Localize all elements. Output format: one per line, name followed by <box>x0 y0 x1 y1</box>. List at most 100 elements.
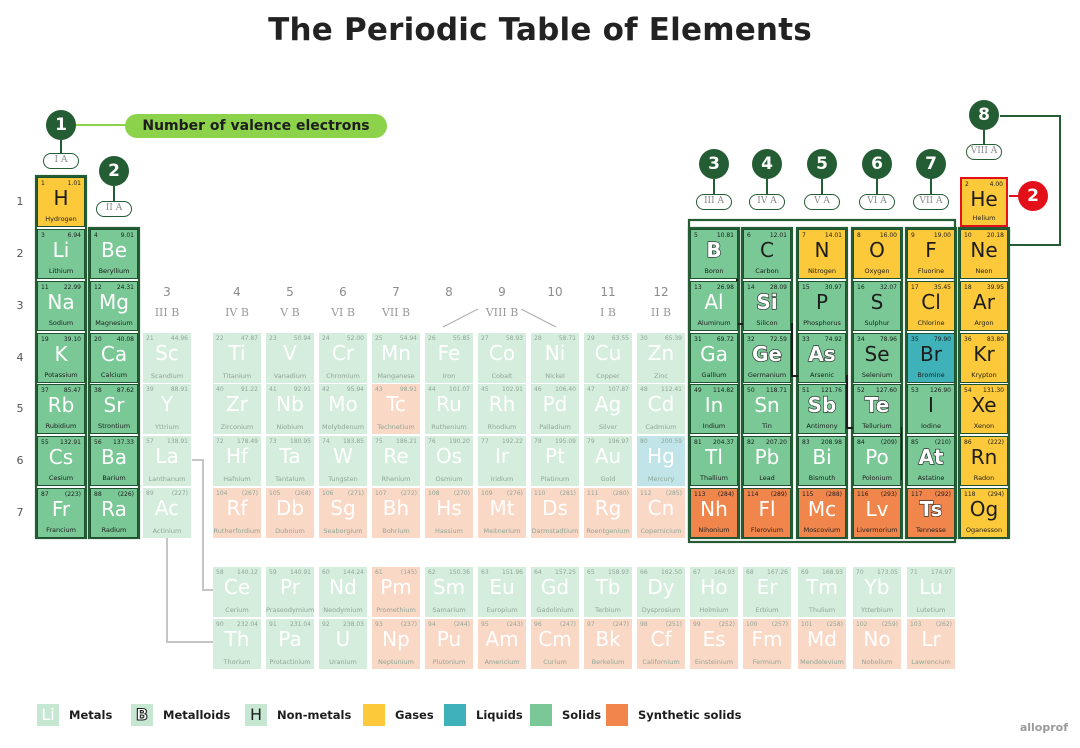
element-cell-fe[interactable]: 26 55.85 Fe Iron <box>425 333 473 383</box>
element-cell-os[interactable]: 76 190.20 Os Osmium <box>425 436 473 486</box>
element-cell-cl[interactable]: 17 35.45 Cl Chlorine <box>907 281 955 331</box>
element-cell-lr[interactable]: 103 (262) Lr Lawrencium <box>907 619 955 669</box>
element-cell-am[interactable]: 95 (243) Am Americium <box>478 619 526 669</box>
element-cell-li[interactable]: 3 6.94 Li Lithium <box>37 229 85 279</box>
element-cell-hg[interactable]: 80 200.59 Hg Mercury <box>637 436 685 486</box>
element-cell-mg[interactable]: 12 24.31 Mg Magnesium <box>90 281 138 331</box>
element-cell-sg[interactable]: 106 (271) Sg Seaborgium <box>319 488 367 538</box>
element-cell-v[interactable]: 23 50.94 V Vanadium <box>266 333 314 383</box>
element-cell-pr[interactable]: 59 140.91 Pr Praseodymium <box>266 567 314 617</box>
element-cell-eu[interactable]: 63 151.96 Eu Europium <box>478 567 526 617</box>
element-cell-se[interactable]: 34 78.96 Se Selenium <box>853 333 901 383</box>
element-cell-no[interactable]: 102 (259) No Nobelium <box>853 619 901 669</box>
element-cell-si[interactable]: 14 28.09 Si Silicon <box>743 281 791 331</box>
element-cell-fm[interactable]: 100 (257) Fm Fermium <box>743 619 791 669</box>
element-cell-er[interactable]: 68 167.26 Er Erbium <box>743 567 791 617</box>
element-cell-sc[interactable]: 21 44.96 Sc Scandium <box>143 333 191 383</box>
element-cell-cr[interactable]: 24 52.00 Cr Chromium <box>319 333 367 383</box>
element-cell-ce[interactable]: 58 140.12 Ce Cerium <box>213 567 261 617</box>
element-cell-lv[interactable]: 116 (293) Lv Livermorium <box>853 488 901 538</box>
element-cell-cf[interactable]: 98 (251) Cf Californium <box>637 619 685 669</box>
element-cell-cn[interactable]: 112 (285) Cn Copernicium <box>637 488 685 538</box>
element-cell-np[interactable]: 93 (237) Np Neptunium <box>372 619 420 669</box>
element-cell-hf[interactable]: 72 178.49 Hf Hafnium <box>213 436 261 486</box>
element-cell-yb[interactable]: 70 173.05 Yb Ytterbium <box>853 567 901 617</box>
element-cell-nb[interactable]: 41 92.91 Nb Niobium <box>266 384 314 434</box>
element-cell-ti[interactable]: 22 47.87 Ti Titanium <box>213 333 261 383</box>
element-cell-cu[interactable]: 29 63.55 Cu Copper <box>584 333 632 383</box>
element-cell-mc[interactable]: 115 (288) Mc Moscovium <box>798 488 846 538</box>
element-cell-mo[interactable]: 42 95.94 Mo Molybdenum <box>319 384 367 434</box>
element-cell-k[interactable]: 19 39.10 K Potassium <box>37 333 85 383</box>
element-cell-p[interactable]: 15 30.97 P Phosphorus <box>798 281 846 331</box>
element-cell-ra[interactable]: 88 (226) Ra Radium <box>90 488 138 538</box>
element-cell-ga[interactable]: 31 69.72 Ga Gallium <box>690 333 738 383</box>
element-cell-pa[interactable]: 91 231.04 Pa Protactinium <box>266 619 314 669</box>
element-cell-lu[interactable]: 71 174.97 Lu Lutetium <box>907 567 955 617</box>
element-cell-md[interactable]: 101 (258) Md Mendelevium <box>798 619 846 669</box>
element-cell-db[interactable]: 105 (268) Db Dubnium <box>266 488 314 538</box>
element-cell-pm[interactable]: 61 (145) Pm Promethium <box>372 567 420 617</box>
element-cell-sn[interactable]: 50 118.71 Sn Tin <box>743 384 791 434</box>
element-cell-w[interactable]: 74 183.85 W Tungsten <box>319 436 367 486</box>
element-cell-bh[interactable]: 107 (272) Bh Bohrium <box>372 488 420 538</box>
element-cell-rf[interactable]: 104 (267) Rf Rutherfordium <box>213 488 261 538</box>
element-cell-gd[interactable]: 64 157.25 Gd Gadolinium <box>531 567 579 617</box>
element-cell-tm[interactable]: 69 168.93 Tm Thulium <box>798 567 846 617</box>
element-cell-zr[interactable]: 40 91.22 Zr Zirconium <box>213 384 261 434</box>
element-cell-ho[interactable]: 67 164.93 Ho Holmium <box>690 567 738 617</box>
element-cell-te[interactable]: 52 127.60 Te Tellurium <box>853 384 901 434</box>
element-cell-bi[interactable]: 83 208.98 Bi Bismuth <box>798 436 846 486</box>
element-cell-in[interactable]: 49 114.82 In Indium <box>690 384 738 434</box>
element-cell-ar[interactable]: 18 39.95 Ar Argon <box>960 281 1008 331</box>
element-cell-rh[interactable]: 45 102.91 Rh Rhodium <box>478 384 526 434</box>
element-cell-ta[interactable]: 73 180.95 Ta Tantalum <box>266 436 314 486</box>
element-cell-og[interactable]: 118 (294) Og Oganesson <box>960 488 1008 538</box>
element-cell-be[interactable]: 4 9.01 Be Beryllium <box>90 229 138 279</box>
element-cell-tl[interactable]: 81 204.37 Tl Thallium <box>690 436 738 486</box>
element-cell-fr[interactable]: 87 (223) Fr Francium <box>37 488 85 538</box>
element-cell-f[interactable]: 9 19.00 F Fluorine <box>907 229 955 279</box>
element-cell-ca[interactable]: 20 40.08 Ca Calcium <box>90 333 138 383</box>
element-cell-mn[interactable]: 25 54.94 Mn Manganese <box>372 333 420 383</box>
element-cell-zn[interactable]: 30 65.39 Zn Zinc <box>637 333 685 383</box>
element-cell-es[interactable]: 99 (252) Es Einsteinium <box>690 619 738 669</box>
element-cell-re[interactable]: 75 186.21 Re Rhenium <box>372 436 420 486</box>
element-cell-ba[interactable]: 56 137.33 Ba Barium <box>90 436 138 486</box>
element-cell-fl[interactable]: 114 (289) Fl Flerovium <box>743 488 791 538</box>
element-cell-dy[interactable]: 66 162.50 Dy Dysprosium <box>637 567 685 617</box>
element-cell-pb[interactable]: 82 207.20 Pb Lead <box>743 436 791 486</box>
element-cell-ag[interactable]: 47 107.87 Ag Silver <box>584 384 632 434</box>
element-cell-ac[interactable]: 89 (227) Ac Actinium <box>143 488 191 538</box>
element-cell-ge[interactable]: 32 72.59 Ge Germanium <box>743 333 791 383</box>
element-cell-n[interactable]: 7 14.01 N Nitrogen <box>798 229 846 279</box>
element-cell-co[interactable]: 27 58.93 Co Cobalt <box>478 333 526 383</box>
element-cell-rg[interactable]: 111 (280) Rg Roentgenium <box>584 488 632 538</box>
element-cell-b[interactable]: 5 10.81 B Boron <box>690 229 738 279</box>
element-cell-i[interactable]: 53 126.90 I Iodine <box>907 384 955 434</box>
element-cell-tc[interactable]: 43 98.91 Tc Technetium <box>372 384 420 434</box>
element-cell-cm[interactable]: 96 (247) Cm Curium <box>531 619 579 669</box>
element-cell-pt[interactable]: 78 195.09 Pt Platinum <box>531 436 579 486</box>
element-cell-nh[interactable]: 113 (284) Nh Nihonium <box>690 488 738 538</box>
element-cell-ni[interactable]: 28 58.71 Ni Nickel <box>531 333 579 383</box>
element-cell-nd[interactable]: 60 144.24 Nd Neodymium <box>319 567 367 617</box>
element-cell-sr[interactable]: 38 87.62 Sr Strontium <box>90 384 138 434</box>
element-cell-ru[interactable]: 44 101.07 Ru Ruthenium <box>425 384 473 434</box>
element-cell-pu[interactable]: 94 (244) Pu Plutonium <box>425 619 473 669</box>
element-cell-he[interactable]: 2 4.00 He Helium <box>960 177 1008 227</box>
element-cell-y[interactable]: 39 88.91 Y Yttrium <box>143 384 191 434</box>
element-cell-at[interactable]: 85 (210) At Astatine <box>907 436 955 486</box>
element-cell-s[interactable]: 16 32.07 S Sulphur <box>853 281 901 331</box>
element-cell-c[interactable]: 6 12.01 C Carbon <box>743 229 791 279</box>
element-cell-tb[interactable]: 65 158.93 Tb Terbium <box>584 567 632 617</box>
element-cell-kr[interactable]: 36 83.80 Kr Krypton <box>960 333 1008 383</box>
element-cell-cd[interactable]: 48 112.41 Cd Cadmium <box>637 384 685 434</box>
element-cell-ne[interactable]: 10 20.18 Ne Neon <box>960 229 1008 279</box>
element-cell-xe[interactable]: 54 131.30 Xe Xenon <box>960 384 1008 434</box>
element-cell-au[interactable]: 79 196.97 Au Gold <box>584 436 632 486</box>
element-cell-na[interactable]: 11 22.99 Na Sodium <box>37 281 85 331</box>
element-cell-o[interactable]: 8 16.00 O Oxygen <box>853 229 901 279</box>
element-cell-rn[interactable]: 86 (222) Rn Radon <box>960 436 1008 486</box>
element-cell-la[interactable]: 57 138.91 La Lanthanum <box>143 436 191 486</box>
